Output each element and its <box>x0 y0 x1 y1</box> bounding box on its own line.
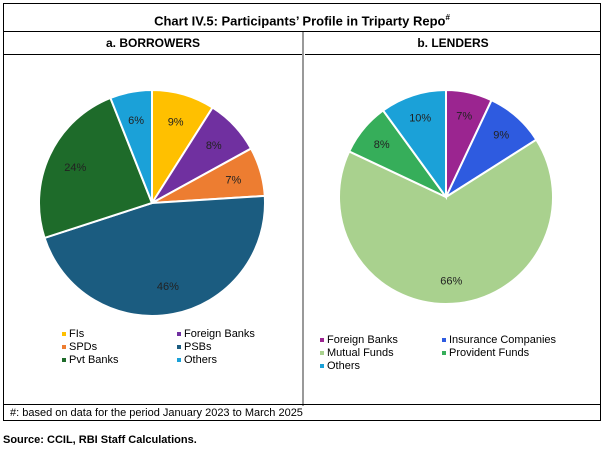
legend-swatch <box>320 364 324 369</box>
legend-item: Others <box>320 360 442 372</box>
borrowers-legend: FIs Foreign Banks SPDs PSBs Pvt Banks Others <box>62 328 287 366</box>
legend-swatch <box>320 351 324 356</box>
borrowers-panel: a. BORROWERS <box>4 32 304 406</box>
data-label: 66% <box>440 275 462 287</box>
legend-swatch <box>442 338 446 343</box>
pie-slice-others <box>381 88 447 201</box>
data-label: 8% <box>206 140 222 152</box>
pie-slice-mutual-funds <box>338 138 554 305</box>
legend-item: Mutual Funds <box>320 347 442 359</box>
legend-swatch <box>62 358 66 363</box>
data-label: 24% <box>64 162 86 174</box>
footnote: #: based on data for the period January … <box>4 404 600 421</box>
data-label: 8% <box>374 139 390 151</box>
legend-item: Insurance Companies <box>442 334 582 346</box>
legend-item: PSBs <box>177 341 287 353</box>
legend-swatch <box>177 358 181 363</box>
legend-item: Pvt Banks <box>62 354 177 366</box>
legend-item: SPDs <box>62 341 177 353</box>
legend-label: Pvt Banks <box>69 354 119 366</box>
data-label: 46% <box>157 281 179 293</box>
chart-title: Chart IV.5: Participants’ Profile in Tri… <box>4 4 600 32</box>
legend-item: Provident Funds <box>442 347 582 359</box>
data-label: 9% <box>168 117 184 129</box>
legend-label: PSBs <box>184 341 212 353</box>
legend-item: Foreign Banks <box>177 328 287 340</box>
pie-slice-others <box>109 88 153 204</box>
legend-swatch <box>442 351 446 356</box>
legend-label: Mutual Funds <box>327 347 394 359</box>
legend-label: Foreign Banks <box>184 328 255 340</box>
data-label: 6% <box>128 115 144 127</box>
legend-label: SPDs <box>69 341 98 353</box>
legend-label: Provident Funds <box>449 347 530 359</box>
legend-label: Insurance Companies <box>449 334 557 346</box>
legend-swatch <box>320 338 324 343</box>
source-note: Source: CCIL, RBI Staff Calculations. <box>3 434 197 446</box>
legend-swatch <box>62 332 66 337</box>
legend-item: Others <box>177 354 287 366</box>
legend-label: Foreign Banks <box>327 334 398 346</box>
lenders-title: b. LENDERS <box>305 32 601 55</box>
legend-label: FIs <box>69 328 85 340</box>
data-label: 9% <box>493 129 509 141</box>
data-label: 7% <box>225 174 241 186</box>
chart-frame: Chart IV.5: Participants’ Profile in Tri… <box>3 3 601 421</box>
pie-slice-psbs <box>43 194 266 317</box>
data-label: 10% <box>409 113 431 125</box>
borrowers-title: a. BORROWERS <box>4 32 302 55</box>
legend-swatch <box>177 345 181 350</box>
legend-item: Foreign Banks <box>320 334 442 346</box>
lenders-panel: b. LENDERS <box>305 32 601 406</box>
legend-swatch <box>62 345 66 350</box>
legend-item: FIs <box>62 328 177 340</box>
legend-label: Others <box>184 354 218 366</box>
lenders-legend: Foreign Banks Insurance Companies Mutual F… <box>320 334 582 372</box>
data-label: 7% <box>456 111 472 123</box>
legend-swatch <box>177 332 181 337</box>
legend-label: Others <box>327 360 361 372</box>
